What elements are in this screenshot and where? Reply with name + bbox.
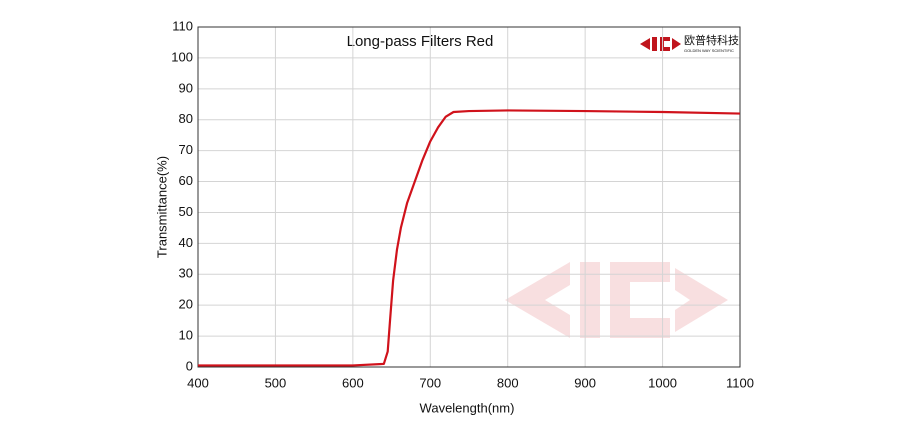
x-tick-label: 1000 bbox=[648, 375, 677, 390]
y-tick-label: 80 bbox=[179, 111, 193, 126]
logo-subtitle: GOLDEN WAY SCIENTIFIC bbox=[684, 48, 734, 53]
x-tick-label: 900 bbox=[574, 375, 596, 390]
chart-title: Long-pass Filters Red bbox=[347, 33, 494, 50]
y-tick-label: 100 bbox=[171, 49, 193, 64]
watermark bbox=[505, 262, 728, 338]
x-axis-label: Wavelength(nm) bbox=[420, 400, 515, 415]
x-tick-label: 500 bbox=[265, 375, 287, 390]
y-tick-label: 50 bbox=[179, 204, 193, 219]
x-tick-label: 1100 bbox=[726, 375, 754, 390]
line-series bbox=[198, 109, 741, 367]
plot-frame bbox=[197, 26, 741, 368]
logo bbox=[640, 37, 681, 51]
x-tick-label: 700 bbox=[419, 375, 441, 390]
y-tick-label: 90 bbox=[179, 80, 193, 95]
y-tick-label: 20 bbox=[179, 297, 193, 312]
y-tick-label: 10 bbox=[179, 328, 193, 343]
y-tick-label: 40 bbox=[179, 235, 193, 250]
y-tick-label: 70 bbox=[179, 142, 193, 157]
y-tick-label: 110 bbox=[172, 18, 193, 33]
x-tick-label: 800 bbox=[497, 375, 519, 390]
logo-name: 欧普特科技 bbox=[684, 33, 739, 47]
y-tick-label: 60 bbox=[179, 173, 193, 188]
y-tick-label: 0 bbox=[186, 358, 193, 373]
y-axis-label: Transmittance(%) bbox=[154, 156, 169, 258]
x-tick-label: 600 bbox=[342, 375, 364, 390]
y-tick-label: 30 bbox=[179, 266, 193, 281]
x-tick-label: 400 bbox=[187, 375, 209, 390]
